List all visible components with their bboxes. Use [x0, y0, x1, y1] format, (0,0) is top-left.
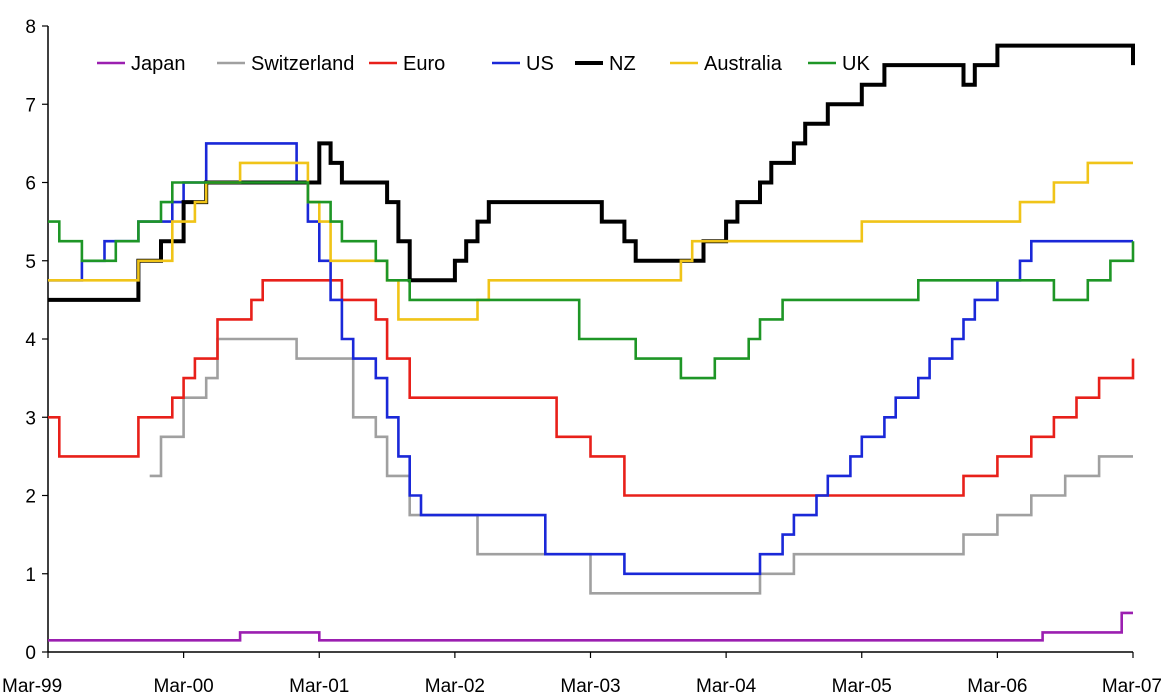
- y-tick-label: 7: [25, 95, 36, 116]
- y-tick-label: 6: [25, 174, 36, 195]
- x-tick-label: Mar-99: [2, 676, 62, 695]
- legend-item-australia: Australia: [670, 53, 783, 75]
- legend-item-uk: UK: [808, 53, 870, 75]
- y-tick-label: 3: [25, 408, 36, 429]
- x-tick-label: Mar-07: [1102, 676, 1162, 695]
- y-tick-label: 4: [25, 330, 36, 351]
- chart-legend: Japan Switzerland Euro US NZ Australia UK: [97, 53, 870, 75]
- series-line-us: [48, 142, 1133, 576]
- legend-label: Australia: [704, 53, 783, 75]
- x-tick-label: Mar-03: [560, 676, 620, 695]
- series-line-japan: [48, 611, 1133, 642]
- legend-item-euro: Euro: [369, 53, 445, 75]
- y-tick-label: 2: [25, 487, 36, 508]
- legend-label: NZ: [609, 53, 636, 75]
- y-tick-label: 0: [25, 643, 36, 664]
- chart-axes: 0 1 2 3 4 5 6 7 8 Mar-99 Mar-00 Mar-01 Mar-02 Mar-03 M…: [2, 17, 1162, 695]
- series-line-australia: [48, 161, 1133, 321]
- legend-label: US: [526, 53, 554, 75]
- legend-item-switzerland: Switzerland: [217, 53, 354, 75]
- series-line-uk: [48, 181, 1135, 380]
- x-tick-label: Mar-04: [696, 676, 757, 695]
- legend-label: Euro: [403, 53, 445, 75]
- series-line-euro: [48, 279, 1135, 497]
- y-tick-label: 5: [25, 252, 36, 273]
- x-tick-label: Mar-05: [832, 676, 892, 695]
- x-tick-label: Mar-06: [967, 676, 1027, 695]
- legend-label: UK: [842, 53, 870, 75]
- series-lines: [48, 43, 1135, 642]
- series-line-nz: [48, 43, 1135, 302]
- x-tick-label: Mar-00: [154, 676, 214, 695]
- y-tick-label: 8: [25, 17, 36, 38]
- legend-label: Switzerland: [251, 53, 354, 75]
- legend-item-us: US: [492, 53, 554, 75]
- series-line-switzerland: [149, 337, 1133, 595]
- x-tick-label: Mar-01: [289, 676, 349, 695]
- legend-item-nz: NZ: [575, 53, 636, 75]
- legend-label: Japan: [131, 53, 186, 75]
- x-tick-label: Mar-02: [425, 676, 485, 695]
- y-tick-label: 1: [25, 565, 36, 586]
- legend-item-japan: Japan: [97, 53, 186, 75]
